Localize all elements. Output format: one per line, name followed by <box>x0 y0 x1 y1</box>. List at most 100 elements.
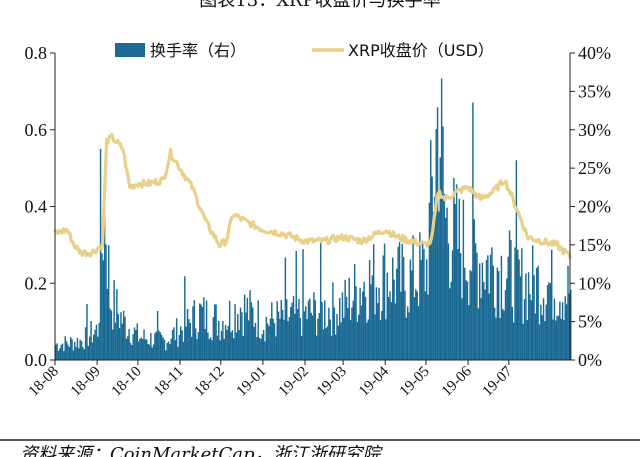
x-tick-label: 19-03 <box>314 364 350 400</box>
turnover-bar <box>541 315 543 360</box>
turnover-bar <box>427 294 429 360</box>
turnover-bar <box>192 306 194 360</box>
turnover-bar <box>76 337 79 360</box>
turnover-bar <box>472 102 474 360</box>
turnover-bar <box>391 257 394 360</box>
turnover-bar <box>364 296 367 360</box>
turnover-bar <box>417 306 420 360</box>
turnover-bar <box>540 304 542 360</box>
turnover-bar <box>75 346 77 360</box>
turnover-bar <box>246 297 249 360</box>
turnover-bar <box>203 297 205 360</box>
turnover-bar <box>492 265 494 360</box>
turnover-bar <box>518 259 520 360</box>
turnover-bar <box>296 308 299 360</box>
turnover-bar <box>241 312 243 360</box>
turnover-bar <box>86 304 88 360</box>
turnover-bar <box>234 303 236 360</box>
turnover-bar <box>281 309 284 360</box>
turnover-bar <box>502 309 504 360</box>
turnover-bar <box>345 296 348 360</box>
turnover-bar <box>250 302 253 360</box>
turnover-bar <box>546 284 549 360</box>
turnover-bar <box>271 302 273 360</box>
turnover-bar <box>311 315 314 360</box>
turnover-bar <box>555 320 557 360</box>
turnover-bar <box>169 344 171 360</box>
turnover-bar <box>375 287 378 360</box>
turnover-bar <box>294 313 296 360</box>
turnover-bar <box>425 259 428 360</box>
turnover-bar <box>381 310 383 360</box>
right-tick-label: 25% <box>578 158 611 178</box>
turnover-bar <box>443 193 446 360</box>
turnover-bar <box>439 157 441 360</box>
turnover-bar <box>64 336 66 360</box>
turnover-bar <box>470 271 473 360</box>
turnover-bar <box>242 336 244 360</box>
turnover-bar <box>469 270 471 360</box>
turnover-bar <box>135 330 137 360</box>
turnover-bar <box>366 322 368 360</box>
turnover-bar <box>103 182 106 360</box>
turnover-bar <box>166 342 168 360</box>
turnover-bar <box>525 273 527 360</box>
turnover-bar <box>74 341 76 360</box>
turnover-bar <box>522 323 524 360</box>
turnover-bar <box>215 304 217 360</box>
turnover-bar <box>450 281 452 360</box>
x-tick-label: 18-10 <box>109 364 145 400</box>
turnover-bar <box>199 303 201 360</box>
turnover-bar <box>287 321 289 360</box>
right-tick-label: 15% <box>578 235 611 255</box>
turnover-bar <box>503 310 505 360</box>
turnover-bar <box>339 297 341 360</box>
turnover-bar <box>358 314 360 360</box>
turnover-bar <box>245 312 247 360</box>
turnover-bar <box>262 329 265 360</box>
turnover-bar <box>349 319 352 360</box>
turnover-bar <box>552 319 554 360</box>
turnover-bar <box>98 322 100 360</box>
turnover-bar <box>247 320 250 360</box>
turnover-bar <box>116 289 118 360</box>
turnover-bar <box>401 243 403 360</box>
turnover-bar <box>110 310 113 360</box>
turnover-bar <box>137 341 140 360</box>
turnover-bar <box>322 329 325 360</box>
turnover-bar <box>122 310 125 360</box>
right-tick-label: 35% <box>578 81 611 101</box>
turnover-bar <box>155 331 157 360</box>
turnover-bar <box>386 272 389 360</box>
turnover-bar <box>253 326 255 360</box>
turnover-bar <box>302 249 304 360</box>
turnover-bar <box>538 324 541 360</box>
turnover-bar <box>268 325 270 360</box>
turnover-bar <box>196 339 198 360</box>
turnover-bar <box>139 338 141 360</box>
turnover-bar <box>143 329 145 360</box>
turnover-bar <box>125 338 128 360</box>
turnover-bar <box>205 300 208 360</box>
turnover-bar <box>61 343 64 360</box>
turnover-bar <box>411 270 413 360</box>
x-tick-label: 18-11 <box>151 364 187 400</box>
turnover-bar <box>550 249 553 360</box>
turnover-bar <box>512 322 515 360</box>
turnover-bar <box>224 324 227 360</box>
turnover-bar <box>211 340 213 360</box>
turnover-bar <box>383 243 386 360</box>
turnover-bar <box>519 276 522 360</box>
turnover-bar <box>542 298 545 360</box>
turnover-bar <box>330 335 333 360</box>
turnover-bar <box>223 338 225 360</box>
turnover-bar <box>564 296 567 360</box>
turnover-bar <box>167 341 170 360</box>
turnover-bar <box>478 263 481 360</box>
turnover-bar <box>147 344 149 360</box>
turnover-bar <box>188 319 190 360</box>
turnover-bar <box>406 306 409 360</box>
turnover-bar <box>325 328 327 360</box>
turnover-bar <box>222 321 224 360</box>
